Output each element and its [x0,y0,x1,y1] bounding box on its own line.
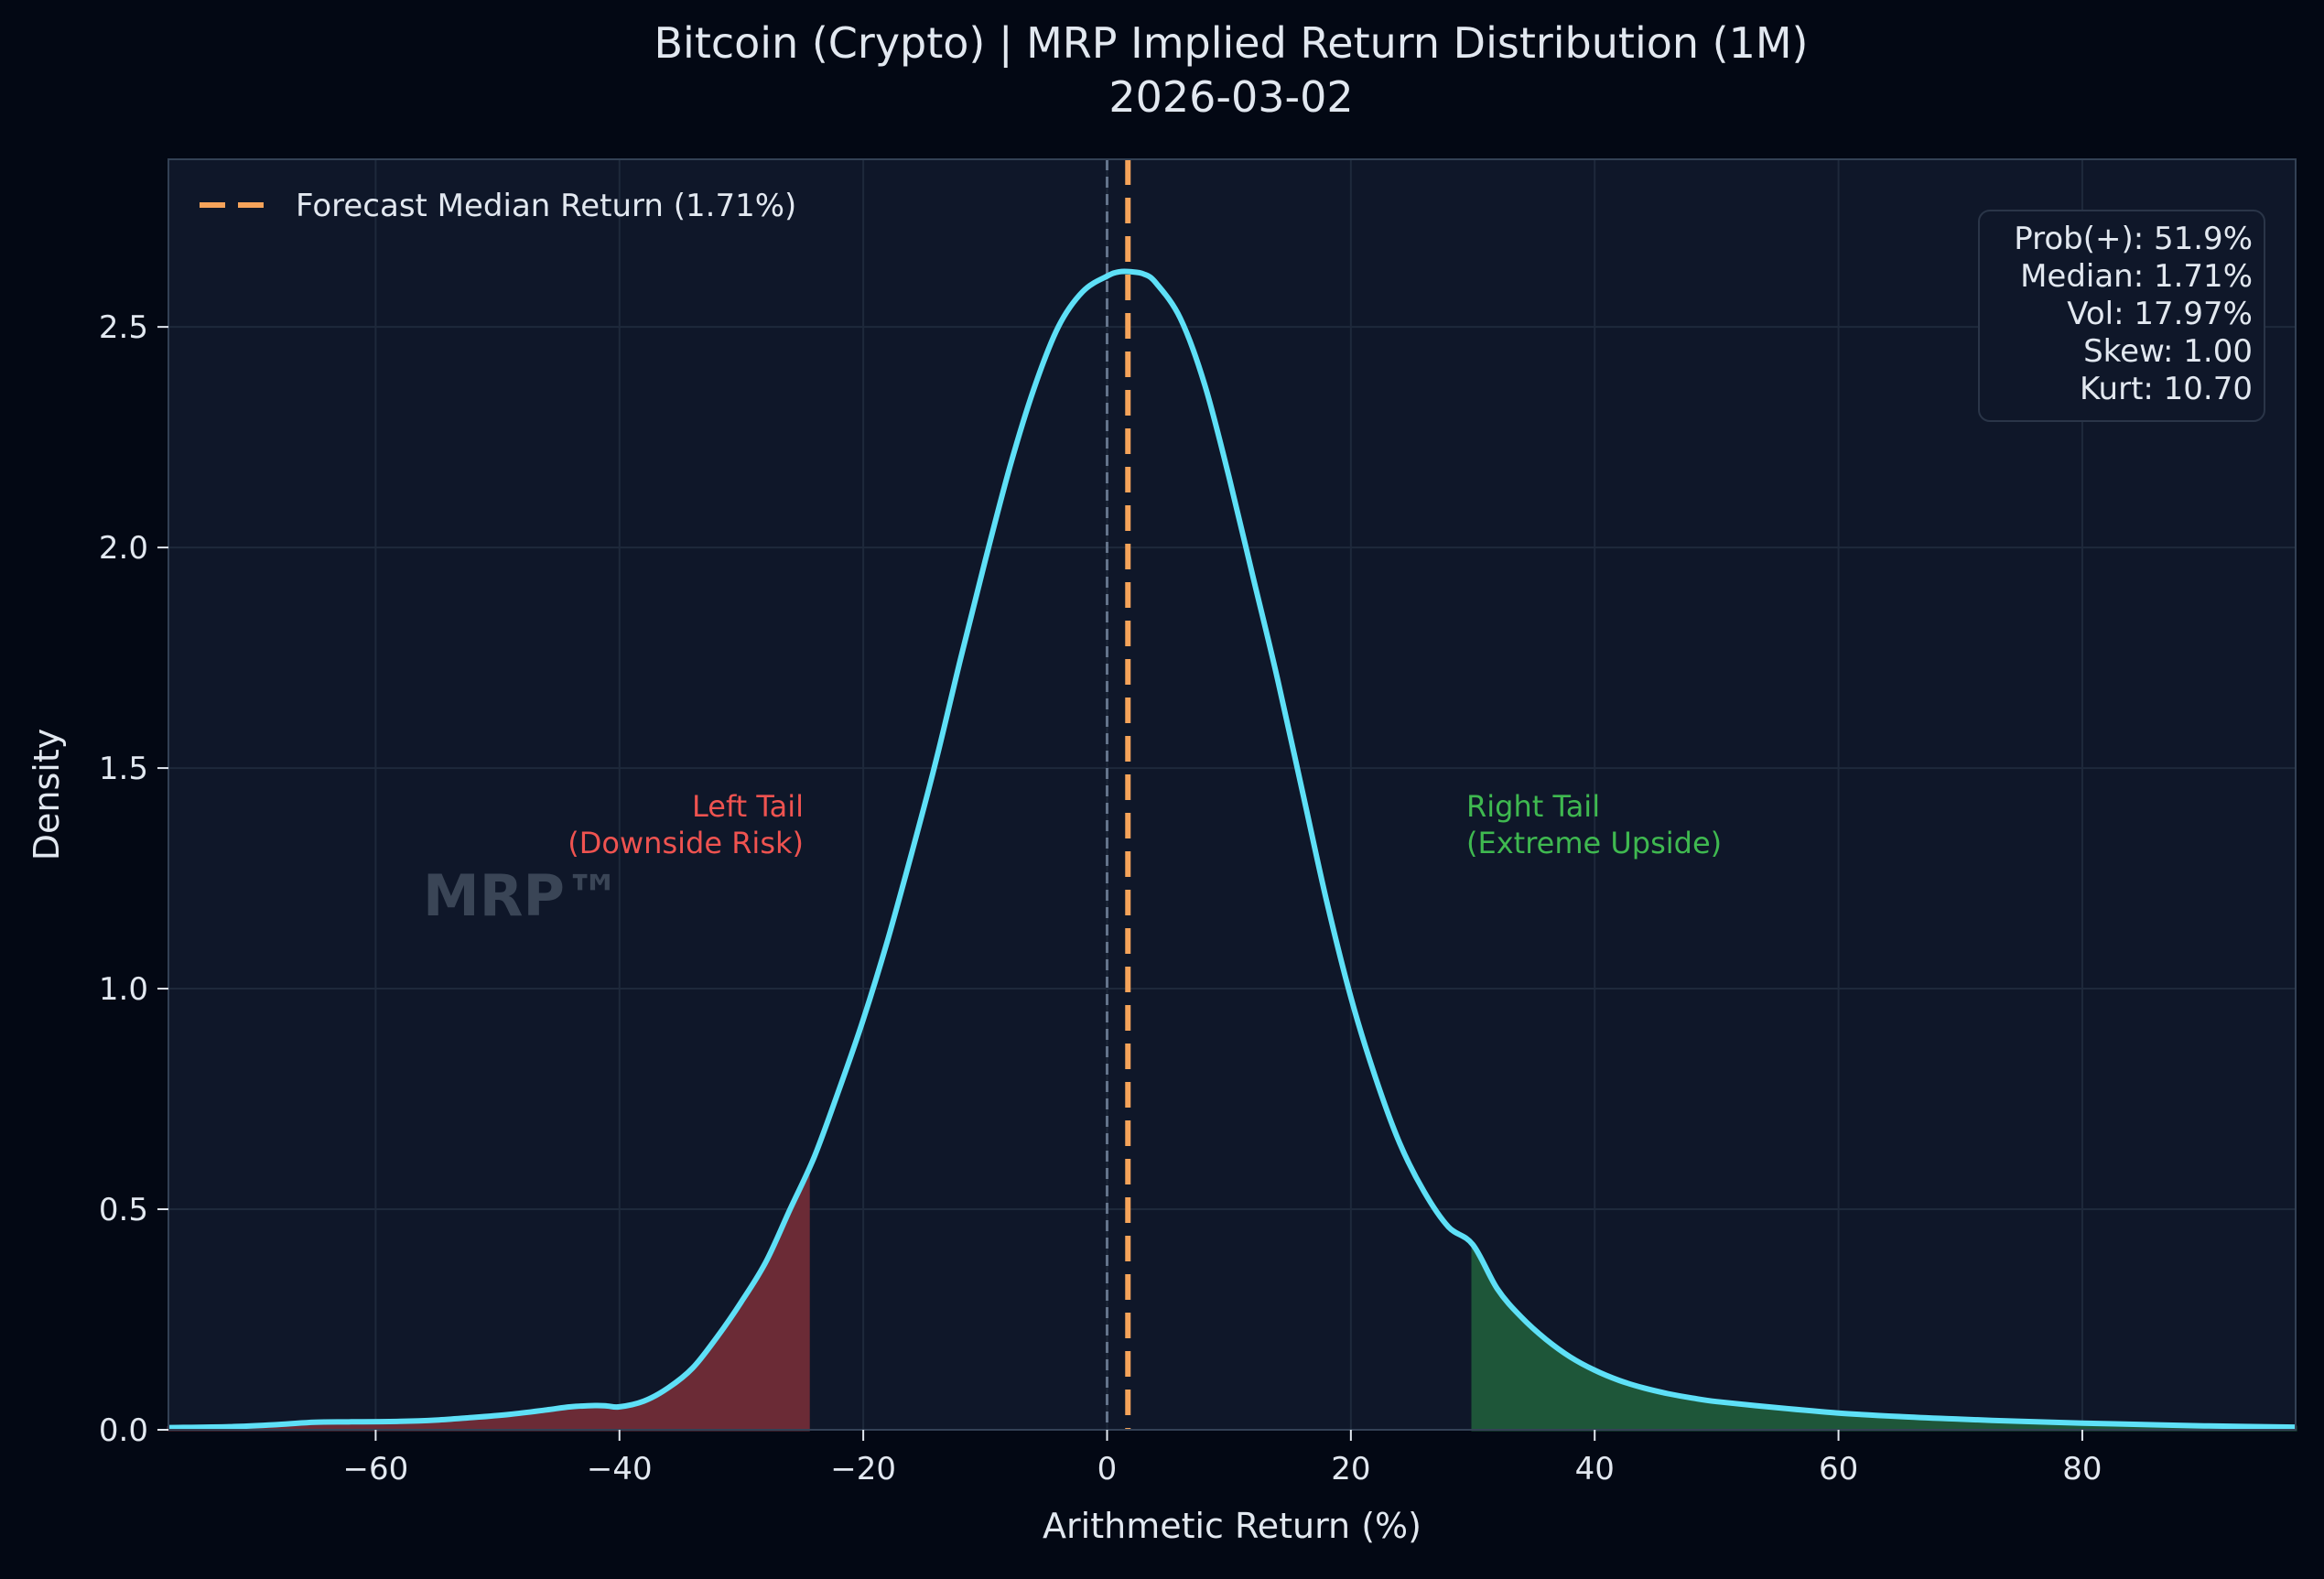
stats-vol: Vol: 17.97% [2067,296,2253,332]
legend: Forecast Median Return (1.71%) [200,188,796,224]
x-tick-label: −20 [830,1451,896,1487]
y-tick-label: 2.5 [99,309,148,346]
plot-frame [168,158,2297,1431]
x-tick-label: 0 [1097,1451,1118,1487]
x-tick-label: −60 [343,1451,409,1487]
watermark: MRP™ [423,862,622,929]
stats-median: Median: 1.71% [2020,258,2253,295]
y-axis-label: Density [27,729,67,860]
x-axis-label: Arithmetic Return (%) [1043,1506,1421,1546]
curve-layer [168,268,2297,1431]
y-tick-label: 0.0 [99,1412,148,1449]
stats-kurt: Kurt: 10.70 [2080,371,2253,407]
chart-title: Bitcoin (Crypto) | MRP Implied Return Di… [654,18,1808,69]
stats-box: Prob(+): 51.9% Median: 1.71% Vol: 17.97%… [1978,210,2265,422]
x-tick-label: 80 [2062,1451,2102,1487]
x-tick-label: −40 [587,1451,653,1487]
chart-subtitle: 2026-03-02 [1108,72,1353,122]
y-tick-label: 1.5 [99,751,148,787]
stats-skew: Skew: 1.00 [2083,333,2253,370]
y-tick-label: 2.0 [99,530,148,567]
stats-prob-positive: Prob(+): 51.9% [2014,221,2253,257]
plot-area [168,159,2296,1430]
y-tick-label: 0.5 [99,1192,148,1228]
x-tick-label: 40 [1575,1451,1615,1487]
x-tick-label: 60 [1819,1451,1858,1487]
axis-layer: −60 −40 −20 0 20 40 60 80 0.0 0.5 1.0 1.5 2.0 2.5 [99,158,2297,1487]
y-tick-label: 1.0 [99,971,148,1008]
x-tick-label: 20 [1331,1451,1370,1487]
right-tail-sublabel: (Extreme Upside) [1466,826,1722,860]
legend-median-label: Forecast Median Return (1.71%) [296,188,796,224]
left-tail-label: Left Tail [692,789,804,824]
stats-box-background [1978,210,2265,422]
left-tail-sublabel: (Downside Risk) [567,826,804,860]
density-curve [168,268,2297,1431]
right-tail-label: Right Tail [1466,789,1600,824]
reference-lines [1105,159,1131,1430]
